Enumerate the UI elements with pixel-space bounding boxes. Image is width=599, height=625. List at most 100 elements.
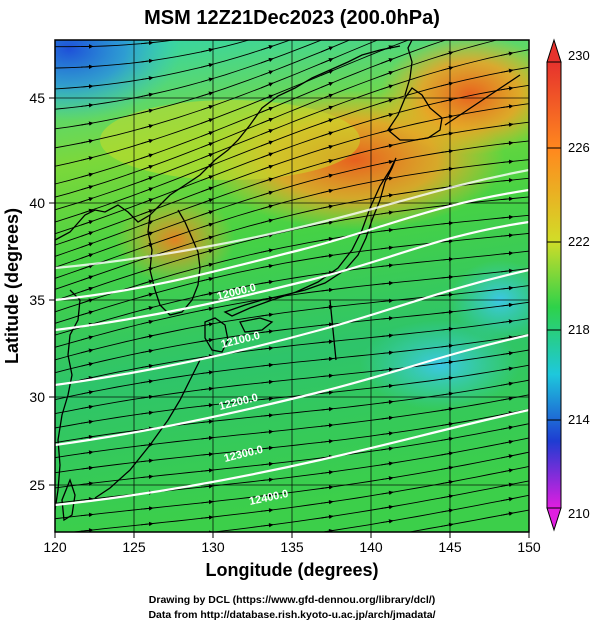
wind-arrow xyxy=(320,118,334,124)
wind-arrow xyxy=(440,522,454,528)
streamline xyxy=(55,214,529,313)
wind-arrow xyxy=(380,333,394,338)
wind-arrow xyxy=(200,291,214,297)
wind-arrow xyxy=(140,474,154,479)
wind-arrow xyxy=(260,329,274,334)
wind-arrow xyxy=(140,124,154,130)
y-tick-label: 40 xyxy=(29,195,45,211)
credit-line-1: Drawing by DCL (https://www.gfd-dennou.o… xyxy=(149,594,435,606)
wind-arrow xyxy=(500,511,514,516)
wind-arrow xyxy=(200,47,214,53)
wind-arrow xyxy=(440,166,454,172)
wind-arrow xyxy=(440,480,454,485)
wind-arrow xyxy=(80,419,94,425)
wind-arrow xyxy=(380,176,394,181)
wind-arrow xyxy=(200,515,214,520)
wind-arrow xyxy=(320,356,334,362)
wind-arrow xyxy=(200,386,214,392)
wind-arrow xyxy=(260,429,274,435)
wind-arrow xyxy=(200,186,214,193)
wind-arrow xyxy=(260,461,274,467)
wind-arrow xyxy=(500,86,514,91)
wind-arrow xyxy=(320,514,334,520)
wind-arrow xyxy=(80,375,94,381)
colorbar-label: 218 xyxy=(568,322,590,337)
wind-arrow xyxy=(380,193,394,198)
wind-arrow xyxy=(500,51,514,56)
wind-arrow xyxy=(440,421,454,427)
wind-arrow xyxy=(200,276,214,282)
wind-arrow xyxy=(200,175,214,181)
wind-arrow xyxy=(320,339,334,344)
x-axis-label: Longitude (degrees) xyxy=(205,560,378,580)
wind-arrow xyxy=(260,522,274,528)
wind-arrow xyxy=(320,159,334,164)
wind-arrow xyxy=(381,0,393,4)
wind-arrow xyxy=(440,508,454,513)
streamline xyxy=(55,349,529,415)
wind-arrow xyxy=(261,33,273,37)
wind-arrow xyxy=(200,153,214,159)
wind-arrow xyxy=(500,411,514,416)
wind-arrow xyxy=(200,468,214,473)
wind-arrow xyxy=(500,439,514,445)
wind-arrow xyxy=(320,204,334,209)
wind-arrow xyxy=(380,98,394,104)
wind-arrow xyxy=(140,231,154,238)
wind-arrow xyxy=(261,539,273,541)
colorbar-top-arrow xyxy=(546,38,562,63)
wind-arrow xyxy=(200,164,214,170)
wind-arrow xyxy=(140,198,154,204)
wind-arrow xyxy=(260,218,274,224)
x-tick-label: 145 xyxy=(438,539,462,555)
streamline xyxy=(55,408,529,474)
wind-arrow xyxy=(200,222,214,228)
wind-arrow xyxy=(500,482,514,488)
contour-12400 xyxy=(55,408,529,507)
x-tick-label: 140 xyxy=(359,539,383,555)
wind-arrow xyxy=(260,190,274,196)
contour-extra-north xyxy=(55,168,529,270)
wind-arrow xyxy=(260,396,274,401)
wind-arrow xyxy=(80,64,94,69)
wind-arrow xyxy=(500,159,514,164)
wind-arrow xyxy=(320,485,334,490)
wind-arrow xyxy=(500,233,514,238)
wind-arrow xyxy=(441,23,453,27)
wind-arrow xyxy=(320,81,334,88)
wind-arrow xyxy=(140,363,154,369)
wind-arrow xyxy=(80,348,94,354)
wind-arrow xyxy=(320,144,334,151)
wind-arrow xyxy=(140,108,154,114)
streamline xyxy=(55,66,529,223)
wind-arrow xyxy=(380,45,394,52)
height-contours xyxy=(55,168,529,507)
y-tick-label: 25 xyxy=(29,477,45,493)
streamline xyxy=(55,49,529,211)
streamline xyxy=(55,301,529,374)
contour-12200 xyxy=(55,268,529,387)
wind-arrow xyxy=(260,204,274,210)
wind-arrow xyxy=(200,306,214,312)
streamline xyxy=(55,285,529,361)
streamline xyxy=(55,40,351,130)
wind-arrow xyxy=(500,497,514,502)
wind-arrow xyxy=(80,528,94,532)
wind-arrow xyxy=(140,348,154,354)
wind-arrow xyxy=(380,519,394,524)
wind-arrow xyxy=(260,94,274,101)
colorbar-body xyxy=(546,61,562,509)
wind-arrow xyxy=(380,245,394,251)
wind-arrow xyxy=(80,185,94,191)
wind-arrow xyxy=(80,450,94,455)
wind-arrow xyxy=(501,20,513,23)
streamline xyxy=(55,318,529,387)
wind-arrow xyxy=(80,512,94,518)
wind-arrow xyxy=(440,66,454,71)
wind-arrow xyxy=(200,419,214,424)
wind-arrow xyxy=(80,103,94,108)
wind-streamlines xyxy=(55,0,529,541)
wind-arrow xyxy=(260,296,274,301)
wind-arrow xyxy=(140,58,154,64)
wind-arrow xyxy=(500,302,514,308)
